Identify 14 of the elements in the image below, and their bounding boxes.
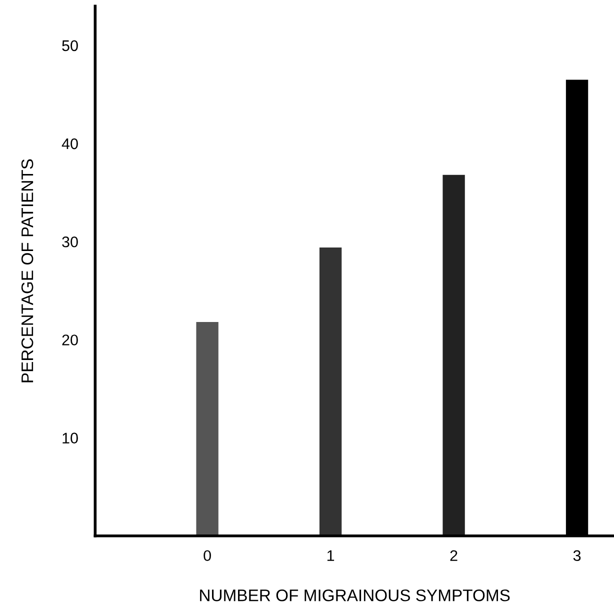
x-tick-label: 1: [327, 550, 334, 561]
y-tick-label: 20: [62, 334, 78, 346]
bar: [319, 247, 342, 536]
y-axis-title: PERCENTAGE OF PATIENTS: [21, 159, 34, 382]
x-tick-label: 0: [204, 550, 211, 562]
y-tick-label: 30: [62, 236, 78, 248]
y-tick-label: 50: [62, 40, 78, 52]
y-tick-label: 40: [62, 138, 78, 150]
y-tick-label: 10: [62, 432, 78, 444]
bar: [196, 322, 218, 536]
x-axis-title: NUMBER OF MIGRAINOUS SYMPTOMS: [200, 589, 510, 602]
x-tick-label: 3: [573, 550, 581, 562]
bar: [442, 174, 465, 536]
x-tick-label: 2: [450, 550, 458, 561]
